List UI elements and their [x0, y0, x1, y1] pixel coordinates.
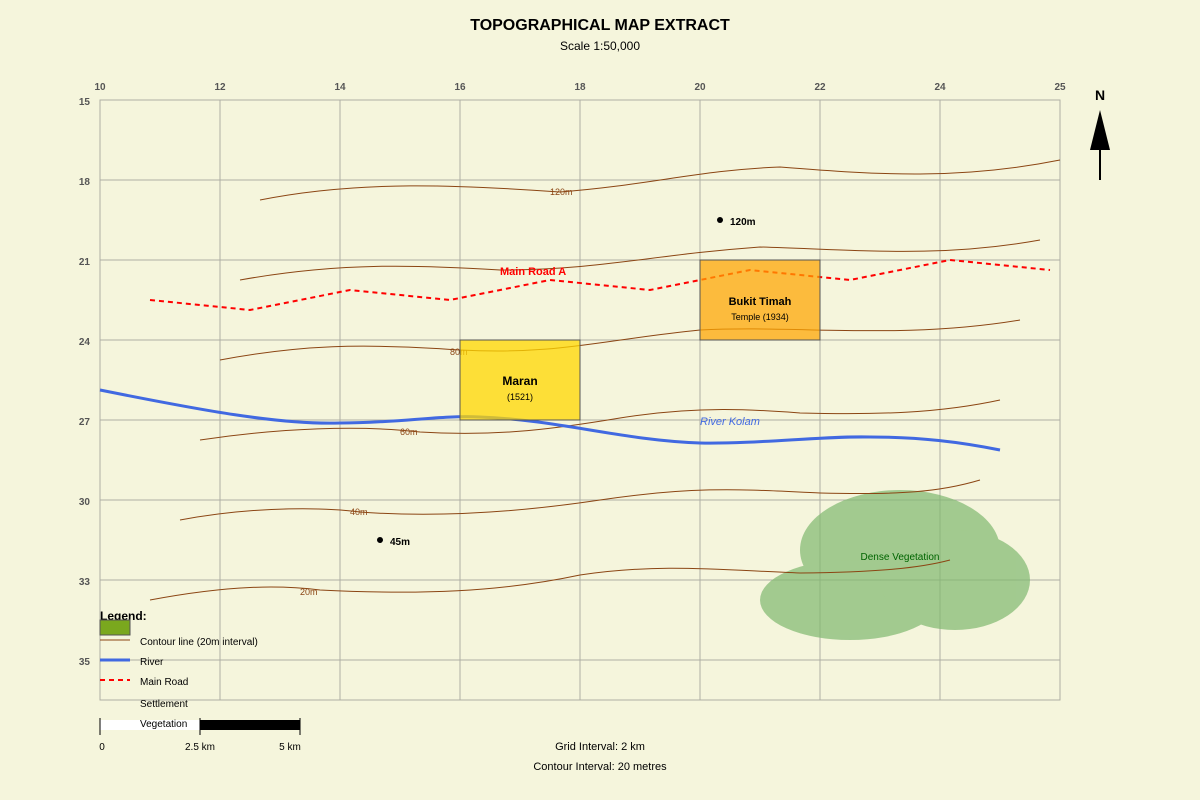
scale-bar-segment-black: [200, 720, 300, 730]
legend-item-label: Main Road: [140, 677, 188, 688]
contour-label: 60m: [400, 427, 418, 437]
river-label: River Kolam: [700, 416, 760, 428]
easting-label: 12: [214, 82, 226, 93]
spot-height-label: 120m: [730, 217, 756, 228]
settlement-detail: (1521): [507, 392, 533, 402]
spot-height-dot: [717, 217, 723, 223]
scale-bar: 0 2.5 km 5 km: [99, 718, 301, 753]
vegetation-blob: [880, 530, 1030, 630]
map-title: TOPOGRAPHICAL MAP EXTRACT: [470, 17, 730, 34]
legend-item-label: Contour line (20m interval): [140, 637, 258, 648]
north-label: N: [1095, 87, 1105, 103]
scale-bar-label: 2.5 km: [185, 742, 215, 753]
northing-labels: 15 18 21 24 27 30 33 35: [79, 97, 91, 668]
contour-label: 20m: [300, 587, 318, 597]
contour-line: [219, 319, 1021, 361]
grid: [99, 99, 1061, 701]
legend-item-label: River: [140, 657, 164, 668]
northing-label: 24: [79, 337, 91, 348]
easting-labels: 10 12 14 16 18 20 22 24 25: [94, 82, 1066, 93]
main-road: [149, 258, 1051, 312]
easting-label: 10: [94, 82, 106, 93]
settlement-maran: Maran (1521): [459, 339, 581, 421]
contour-label: 80m: [450, 347, 468, 357]
contour-line: [199, 399, 1001, 441]
contour-label: 120m: [550, 187, 573, 197]
northing-label: 35: [79, 657, 91, 668]
contour-interval: Contour Interval: 20 metres: [533, 761, 667, 773]
legend-vegetation-swatch: [99, 619, 131, 636]
settlement-box: [699, 259, 821, 341]
contour-line: [149, 559, 951, 601]
contour-line: [259, 159, 1061, 201]
river: [99, 388, 1001, 452]
contour-label: 40m: [350, 507, 368, 517]
legend: Legend: Contour line (20m interval) Rive…: [99, 609, 258, 710]
legend-item-label: Vegetation: [140, 719, 187, 730]
scale-bar-label: 5 km: [279, 742, 301, 753]
easting-label: 18: [574, 82, 586, 93]
northing-label: 33: [79, 577, 91, 588]
spot-height-dot: [377, 537, 383, 543]
contour-line: [179, 479, 981, 521]
vegetation-label: Dense Vegetation: [861, 552, 940, 563]
north-arrow: N: [1090, 87, 1110, 180]
north-arrow-icon: [1090, 110, 1110, 150]
legend-item-label: Settlement: [140, 699, 188, 710]
scale-bar-label: 0: [99, 742, 105, 753]
easting-label: 20: [694, 82, 706, 93]
northing-label: 18: [79, 177, 91, 188]
settlement-name: Bukit Timah: [729, 296, 792, 308]
road-label: Main Road A: [500, 266, 566, 278]
scale-bar-segment-white: [100, 720, 200, 730]
grid-interval: Grid Interval: 2 km: [555, 741, 645, 753]
northing-label: 27: [79, 417, 91, 428]
northing-label: 21: [79, 257, 91, 268]
contour-line: [239, 239, 1041, 281]
easting-label: 16: [454, 82, 466, 93]
settlement-name: Maran: [502, 374, 537, 388]
map-scale: Scale 1:50,000: [560, 39, 640, 53]
easting-label: 14: [334, 82, 346, 93]
settlement-bukit-timah: Bukit Timah Temple (1934): [699, 259, 821, 341]
northing-label: 15: [79, 97, 91, 108]
settlement-box: [459, 339, 581, 421]
easting-label: 24: [934, 82, 946, 93]
vegetation-area: [760, 490, 1030, 640]
contour-lines: [149, 159, 1061, 601]
northing-label: 30: [79, 497, 91, 508]
easting-label: 22: [814, 82, 826, 93]
easting-label: 25: [1054, 82, 1066, 93]
settlement-detail: Temple (1934): [731, 312, 789, 322]
spot-height-label: 45m: [390, 537, 410, 548]
